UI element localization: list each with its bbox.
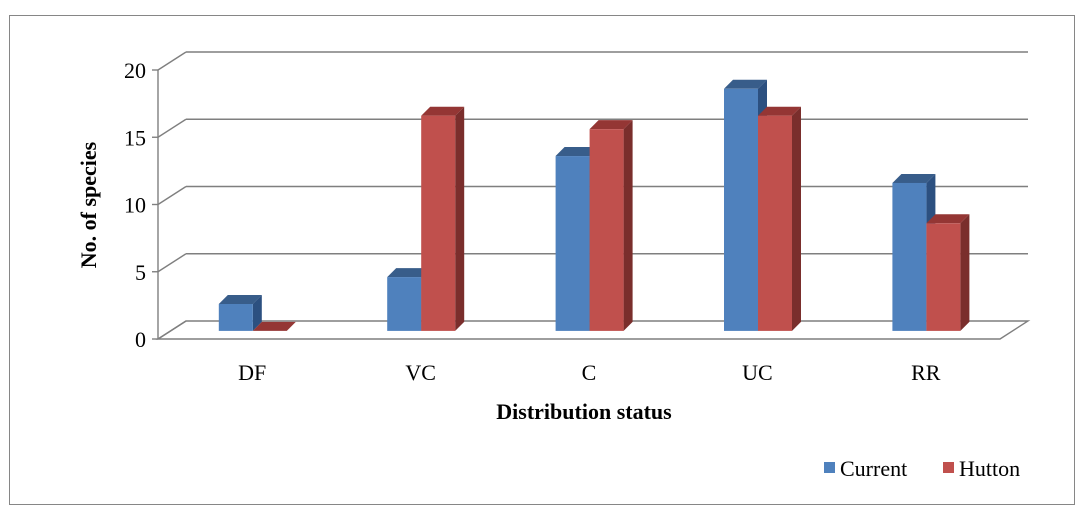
bar-top-hutton-rr bbox=[926, 214, 970, 224]
bar-hutton-df bbox=[252, 321, 296, 331]
bar-hutton-c bbox=[589, 120, 633, 331]
wall-edge-10 bbox=[157, 185, 187, 206]
bar-front-current-uc bbox=[724, 88, 758, 331]
x-tick-label-vc: VC bbox=[405, 360, 436, 385]
bar-front-hutton-rr bbox=[926, 223, 961, 331]
bar-front-current-vc bbox=[387, 277, 422, 331]
bar-side-hutton-uc bbox=[792, 106, 801, 331]
bar-current-vc bbox=[387, 268, 431, 331]
x-axis-title: Distribution status bbox=[496, 399, 672, 424]
legend-label-hutton: Hutton bbox=[959, 456, 1020, 481]
y-tick-label-10: 10 bbox=[124, 193, 146, 218]
bar-side-hutton-rr bbox=[960, 214, 970, 331]
bar-front-current-rr bbox=[892, 182, 927, 331]
y-tick-label-0: 0 bbox=[135, 327, 146, 352]
bar-hutton-rr bbox=[926, 214, 970, 331]
bar-side-hutton-c bbox=[623, 120, 633, 331]
x-tick-label-c: C bbox=[582, 360, 597, 385]
bar-front-hutton-vc bbox=[421, 115, 456, 331]
bar-current-df bbox=[218, 295, 262, 331]
bar-top-current-df bbox=[218, 295, 262, 304]
wall-edge-5 bbox=[157, 253, 187, 273]
bar-front-current-c bbox=[555, 156, 590, 331]
y-axis-title: No. of species bbox=[76, 141, 101, 268]
bar-top-current-vc bbox=[387, 268, 431, 278]
legend-swatch-hutton bbox=[943, 462, 954, 473]
bar-top-current-c bbox=[555, 147, 599, 157]
bar-top-hutton-uc bbox=[758, 106, 801, 116]
bar-top-hutton-df bbox=[252, 321, 296, 331]
x-axis-ticks: DF VC C UC RR bbox=[238, 360, 941, 385]
bar-top-current-uc bbox=[724, 79, 767, 89]
bar-hutton-vc bbox=[421, 106, 465, 331]
bar-side-hutton-vc bbox=[455, 106, 465, 331]
legend: Current Hutton bbox=[824, 456, 1020, 481]
legend-label-current: Current bbox=[840, 456, 907, 481]
bar-hutton-uc bbox=[758, 106, 801, 331]
bar-top-current-rr bbox=[892, 173, 936, 183]
legend-swatch-current bbox=[824, 462, 835, 473]
wall-edge-0 bbox=[157, 320, 187, 340]
y-tick-label-5: 5 bbox=[135, 260, 146, 285]
y-tick-label-20: 20 bbox=[124, 58, 146, 83]
x-tick-label-rr: RR bbox=[911, 360, 941, 385]
bar-front-current-df bbox=[218, 304, 253, 331]
bars bbox=[218, 79, 970, 331]
bar-front-hutton-c bbox=[589, 129, 624, 331]
bar-front-hutton-uc bbox=[758, 115, 792, 331]
bar-side-current-df bbox=[252, 295, 262, 331]
wall-edge-20 bbox=[157, 51, 187, 71]
y-tick-label-15: 15 bbox=[124, 125, 146, 150]
bar-top-hutton-vc bbox=[421, 106, 465, 116]
wall-edge-15 bbox=[157, 118, 187, 138]
y-axis-ticks: 0 5 10 15 20 bbox=[124, 58, 146, 352]
bar-top-hutton-c bbox=[589, 120, 633, 130]
x-tick-label-uc: UC bbox=[742, 360, 773, 385]
x-tick-label-df: DF bbox=[238, 360, 266, 385]
